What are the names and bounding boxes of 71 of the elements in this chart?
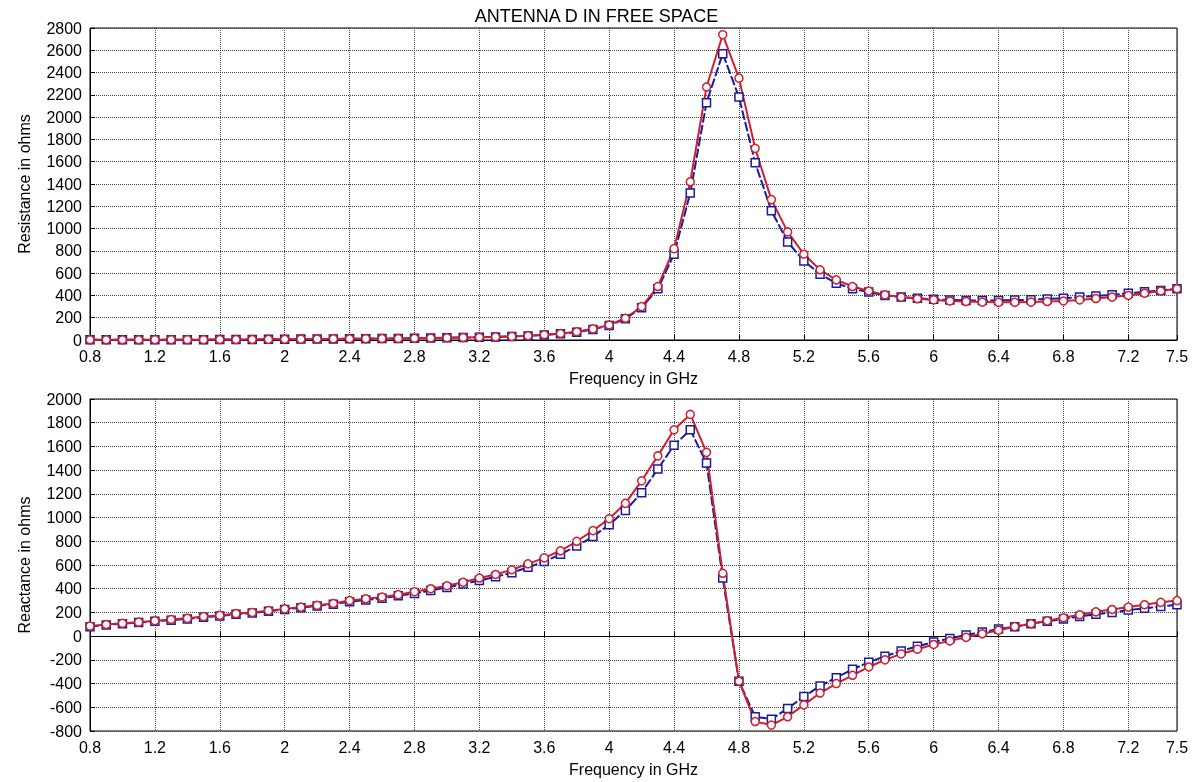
y-axis-title: Resistance in ohms <box>15 114 33 254</box>
x-tick-label: 4.8 <box>727 738 751 756</box>
x-tick-label: 6.4 <box>987 738 1010 756</box>
y-tick-label: 1200 <box>46 197 83 215</box>
x-tick-label: 2.4 <box>338 738 361 756</box>
x-tick-label: 6.8 <box>1052 347 1075 365</box>
y-tick-label: 2600 <box>46 41 83 59</box>
x-tick-label: 4.8 <box>727 347 751 365</box>
x-tick-label: 2.8 <box>403 738 426 756</box>
x-tick-label: 3.2 <box>468 738 491 756</box>
y-tick-label: -400 <box>49 675 83 693</box>
y-tick-label: 2000 <box>46 390 83 408</box>
x-tick-label: 5.2 <box>792 738 816 756</box>
y-tick-label: 1400 <box>46 175 83 193</box>
x-tick-label: 3.6 <box>533 738 556 756</box>
x-tick-label: 3.2 <box>468 347 491 365</box>
y-tick-label: -600 <box>49 698 83 716</box>
x-tick-label: 4.4 <box>662 738 686 756</box>
y-tick-label: 600 <box>55 556 83 574</box>
x-tick-label: 6.8 <box>1052 738 1075 756</box>
y-tick-label: 800 <box>55 532 83 550</box>
x-tick-label: 5.6 <box>857 347 880 365</box>
y-tick-label: 1000 <box>46 220 83 238</box>
y-tick-label: 2400 <box>46 64 83 82</box>
x-tick-label: 1.2 <box>143 347 167 365</box>
y-tick-label: 800 <box>55 242 83 260</box>
x-tick-label: 0.8 <box>78 738 102 756</box>
y-tick-label: -800 <box>49 722 83 740</box>
y-tick-label: 1400 <box>46 461 83 479</box>
y-tick-label: 200 <box>55 603 83 621</box>
y-tick-label: 2800 <box>46 19 83 37</box>
y-tick-label: 1600 <box>46 153 83 171</box>
y-tick-label: 400 <box>55 580 83 598</box>
x-tick-label: 4 <box>604 347 614 365</box>
y-tick-label: 1200 <box>46 485 83 503</box>
x-tick-label: 7.2 <box>1117 347 1140 365</box>
x-tick-label: 1.6 <box>208 738 232 756</box>
x-tick-label: 7.5 <box>1165 738 1189 756</box>
y-tick-label: 0 <box>73 331 83 349</box>
y-tick-label: 0 <box>73 627 83 645</box>
x-tick-label: 4 <box>604 738 614 756</box>
y-tick-label: 600 <box>55 264 83 282</box>
x-tick-label: 1.2 <box>143 738 167 756</box>
y-tick-label: 1000 <box>46 509 83 527</box>
x-tick-label: 1.6 <box>208 347 232 365</box>
y-tick-label: 400 <box>55 286 83 304</box>
x-tick-label: 2.4 <box>338 347 361 365</box>
x-tick-label: 4.4 <box>662 347 686 365</box>
y-tick-label: -200 <box>49 651 83 669</box>
x-tick-label: 2.8 <box>403 347 426 365</box>
x-axis-title: Frequency in GHz <box>569 760 698 778</box>
y-tick-label: 1600 <box>46 437 83 455</box>
x-tick-label: 3.6 <box>533 347 556 365</box>
x-tick-label: 2 <box>280 738 290 756</box>
y-tick-label: 1800 <box>46 414 83 432</box>
y-axis-title: Reactance in ohms <box>15 496 33 634</box>
y-tick-label: 1800 <box>46 130 83 148</box>
x-tick-label: 6.4 <box>987 347 1010 365</box>
x-tick-label: 6 <box>929 347 939 365</box>
x-axis-title: Frequency in GHz <box>569 369 698 387</box>
y-tick-label: 2000 <box>46 108 83 126</box>
x-tick-label: 5.2 <box>792 347 816 365</box>
x-tick-label: 7.5 <box>1165 347 1189 365</box>
y-tick-label: 200 <box>55 309 83 327</box>
x-tick-label: 5.6 <box>857 738 880 756</box>
x-tick-label: 2 <box>280 347 290 365</box>
x-tick-label: 7.2 <box>1117 738 1140 756</box>
chart-title: ANTENNA D IN FREE SPACE <box>474 6 719 26</box>
x-tick-label: 0.8 <box>78 347 102 365</box>
x-tick-label: 6 <box>929 738 939 756</box>
y-tick-label: 2200 <box>46 86 83 104</box>
